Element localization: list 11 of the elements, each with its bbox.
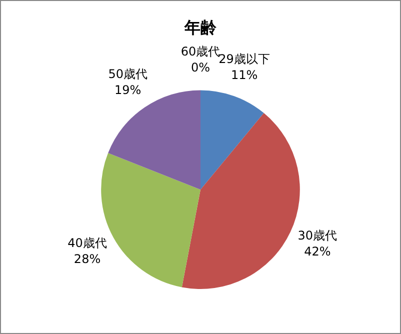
- slice-label: 30歳代: [298, 228, 338, 243]
- slice-label: 29歳以下: [218, 52, 270, 66]
- slice-label: 50歳代: [108, 66, 148, 81]
- category-label: 60歳代: [180, 44, 220, 59]
- slice-label: 40歳代: [68, 236, 107, 250]
- data-label: 11%: [230, 68, 258, 82]
- data-label: 28%: [74, 252, 101, 266]
- text: 0%: [190, 60, 210, 75]
- data-label: 19%: [114, 82, 142, 97]
- chart-title: 年齢: [184, 18, 218, 37]
- data-label: 42%: [304, 244, 331, 259]
